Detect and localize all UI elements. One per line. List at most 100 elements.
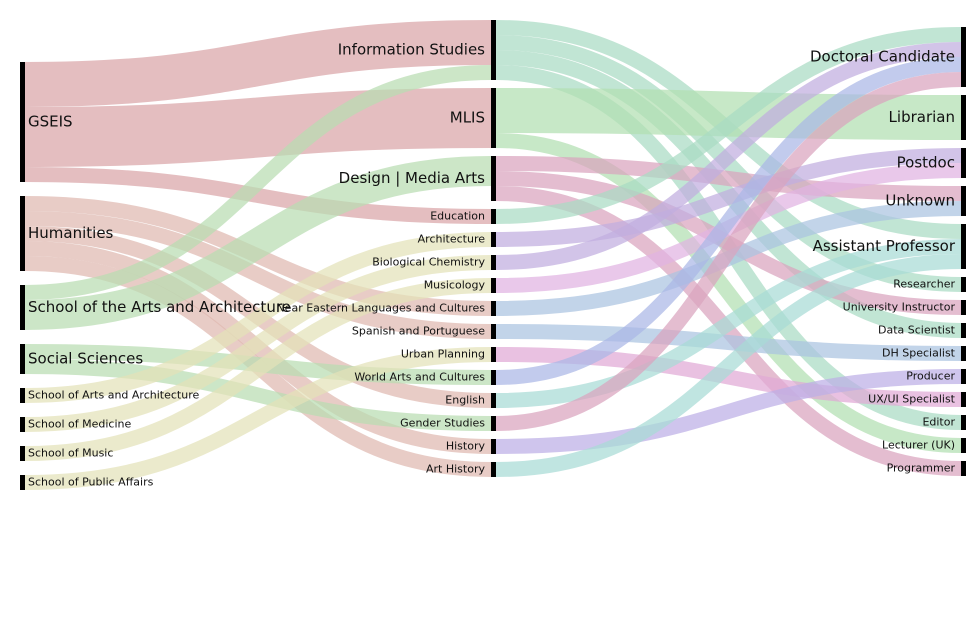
link-gseis-to-mlis xyxy=(24,88,492,167)
node-label-biological-chemistry: Biological Chemistry xyxy=(372,256,485,269)
nodes-layer xyxy=(20,20,966,490)
node-label-social-sciences: Social Sciences xyxy=(28,350,143,368)
labels-layer: GSEIS Humanities School of the Arts and Ar… xyxy=(28,41,956,489)
node-label-university-instructor: University Instructor xyxy=(843,301,956,314)
node-label-gender-studies: Gender Studies xyxy=(400,417,485,430)
link-humanities-to-spanish-and-portuguese xyxy=(24,211,492,339)
node-bar-urban-planning xyxy=(491,347,496,362)
node-label-gseis: GSEIS xyxy=(28,113,73,131)
node-bar-programmer xyxy=(961,461,966,476)
link-mlis-to-librarian xyxy=(495,88,962,140)
link-architecture-to-postdoc xyxy=(495,148,962,247)
link-school-of-the-arts-and-architecture-to-design-media-arts xyxy=(24,156,492,330)
node-bar-data-scientist xyxy=(961,323,966,338)
node-label-unknown: Unknown xyxy=(885,192,955,210)
node-bar-mlis xyxy=(491,88,496,148)
link-school-of-music-to-musicology xyxy=(24,278,492,461)
node-bar-history xyxy=(491,439,496,454)
node-label-ux-ui-specialist: UX/UI Specialist xyxy=(868,393,956,406)
node-bar-gseis xyxy=(20,62,25,182)
node-bar-school-of-public-affairs xyxy=(20,475,25,490)
node-label-english: English xyxy=(445,394,485,407)
node-label-information-studies: Information Studies xyxy=(338,41,485,59)
links-layer xyxy=(24,20,962,490)
node-bar-architecture xyxy=(491,232,496,247)
link-world-arts-and-cultures-to-doctoral-candidate xyxy=(495,57,962,385)
node-label-data-scientist: Data Scientist xyxy=(878,324,956,337)
node-label-design-media-arts: Design | Media Arts xyxy=(339,169,486,187)
link-school-of-public-affairs-to-urban-planning xyxy=(24,347,492,490)
node-label-history: History xyxy=(446,440,486,453)
node-bar-near-eastern-languages-and-cultures xyxy=(491,301,496,316)
link-gseis-to-information-studies xyxy=(24,20,492,107)
node-bar-lecturer-uk xyxy=(961,438,966,453)
node-bar-postdoc xyxy=(961,148,966,178)
node-bar-editor xyxy=(961,415,966,430)
node-label-humanities: Humanities xyxy=(28,224,114,242)
node-label-school-of-the-arts-and-architecture: School of the Arts and Architecture xyxy=(28,298,291,316)
link-school-of-arts-and-architecture-to-architecture xyxy=(24,232,492,403)
node-bar-humanities xyxy=(20,196,25,271)
node-bar-dh-specialist xyxy=(961,346,966,361)
node-label-art-history: Art History xyxy=(426,463,485,476)
node-bar-gender-studies xyxy=(491,416,496,431)
node-bar-information-studies xyxy=(491,20,496,80)
node-bar-ux-ui-specialist xyxy=(961,392,966,407)
node-label-dh-specialist: DH Specialist xyxy=(882,347,956,360)
link-gender-studies-to-doctoral-candidate xyxy=(495,72,962,431)
node-bar-social-sciences xyxy=(20,344,25,374)
node-label-world-arts-and-cultures: World Arts and Cultures xyxy=(354,371,485,384)
node-bar-doctoral-candidate xyxy=(961,27,966,87)
node-bar-musicology xyxy=(491,278,496,293)
node-label-programmer: Programmer xyxy=(887,462,956,475)
node-bar-school-of-medicine xyxy=(20,417,25,432)
link-gseis-to-education xyxy=(24,167,492,224)
node-label-editor: Editor xyxy=(922,416,955,429)
node-bar-art-history xyxy=(491,462,496,477)
node-label-school-of-music: School of Music xyxy=(28,447,113,460)
link-school-of-medicine-to-biological-chemistry xyxy=(24,255,492,432)
link-spanish-and-portuguese-to-dh-specialist xyxy=(495,324,962,361)
node-bar-school-of-arts-and-architecture xyxy=(20,388,25,403)
node-bar-school-of-the-arts-and-architecture xyxy=(20,285,25,330)
node-label-researcher: Researcher xyxy=(893,278,955,291)
link-history-to-producer xyxy=(495,369,962,454)
link-biological-chemistry-to-doctoral-candidate xyxy=(495,42,962,270)
node-label-assistant-professor: Assistant Professor xyxy=(813,237,956,255)
node-bar-design-media-arts xyxy=(491,156,496,201)
node-label-postdoc: Postdoc xyxy=(897,154,955,172)
node-label-architecture: Architecture xyxy=(418,233,486,246)
link-education-to-doctoral-candidate xyxy=(495,27,962,224)
node-bar-english xyxy=(491,393,496,408)
node-label-school-of-medicine: School of Medicine xyxy=(28,418,131,431)
node-bar-assistant-professor xyxy=(961,224,966,269)
node-label-school-of-arts-and-architecture: School of Arts and Architecture xyxy=(28,389,199,402)
node-bar-school-of-music xyxy=(20,446,25,461)
node-bar-biological-chemistry xyxy=(491,255,496,270)
node-bar-university-instructor xyxy=(961,300,966,315)
node-label-mlis: MLIS xyxy=(450,109,485,127)
node-bar-spanish-and-portuguese xyxy=(491,324,496,339)
node-bar-unknown xyxy=(961,186,966,216)
node-label-urban-planning: Urban Planning xyxy=(401,348,485,361)
node-label-lecturer-uk: Lecturer (UK) xyxy=(882,439,955,452)
node-bar-world-arts-and-cultures xyxy=(491,370,496,385)
link-art-history-to-assistant-professor xyxy=(495,254,962,477)
node-bar-librarian xyxy=(961,95,966,140)
node-label-producer: Producer xyxy=(906,370,955,383)
link-mlis-to-lecturer-uk xyxy=(495,133,962,453)
node-label-spanish-and-portuguese: Spanish and Portuguese xyxy=(352,325,485,338)
node-bar-education xyxy=(491,209,496,224)
node-label-musicology: Musicology xyxy=(424,279,486,292)
link-design-media-arts-to-unknown xyxy=(495,156,962,201)
node-bar-researcher xyxy=(961,277,966,292)
node-label-librarian: Librarian xyxy=(889,108,955,126)
node-label-school-of-public-affairs: School of Public Affairs xyxy=(28,476,154,489)
node-bar-producer xyxy=(961,369,966,384)
link-english-to-assistant-professor xyxy=(495,239,962,408)
node-label-near-eastern-languages-and-cultures: Near Eastern Languages and Cultures xyxy=(276,302,485,315)
node-label-doctoral-candidate: Doctoral Candidate xyxy=(810,48,955,66)
node-label-education: Education xyxy=(430,210,485,223)
